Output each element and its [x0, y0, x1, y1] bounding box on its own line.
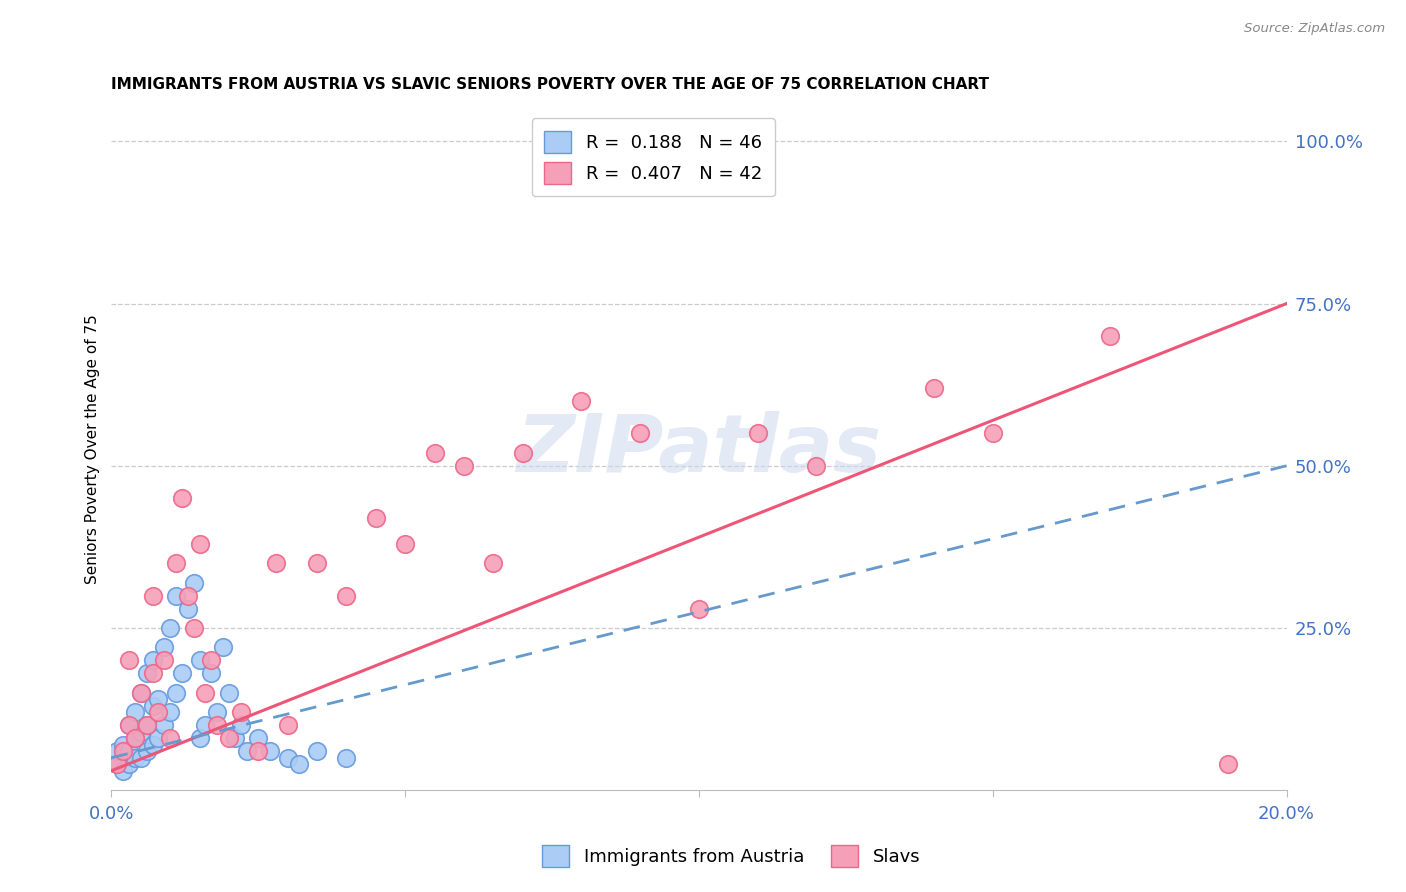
Point: [747, 426, 769, 441]
Point: [335, 751, 357, 765]
Point: [112, 744, 135, 758]
Point: [364, 510, 387, 524]
Point: [141, 666, 163, 681]
Point: [124, 731, 146, 746]
Point: [135, 718, 157, 732]
Point: [200, 653, 222, 667]
Point: [423, 446, 446, 460]
Point: [1099, 329, 1122, 343]
Point: [124, 731, 146, 746]
Point: [205, 718, 228, 732]
Point: [135, 744, 157, 758]
Legend: R =  0.188   N = 46, R =  0.407   N = 42: R = 0.188 N = 46, R = 0.407 N = 42: [531, 118, 775, 196]
Point: [148, 692, 170, 706]
Point: [307, 744, 329, 758]
Point: [141, 653, 163, 667]
Point: [129, 724, 152, 739]
Point: [129, 751, 152, 765]
Point: [129, 686, 152, 700]
Point: [105, 744, 128, 758]
Point: [194, 718, 217, 732]
Point: [165, 686, 187, 700]
Text: ZIPatlas: ZIPatlas: [516, 410, 882, 489]
Point: [118, 744, 141, 758]
Point: [159, 731, 181, 746]
Point: [165, 589, 187, 603]
Point: [141, 698, 163, 713]
Point: [922, 381, 945, 395]
Point: [277, 718, 299, 732]
Point: [135, 718, 157, 732]
Point: [288, 757, 311, 772]
Point: [141, 589, 163, 603]
Point: [118, 653, 141, 667]
Point: [194, 686, 217, 700]
Point: [218, 731, 240, 746]
Y-axis label: Seniors Poverty Over the Age of 75: Seniors Poverty Over the Age of 75: [86, 315, 100, 584]
Point: [148, 706, 170, 720]
Point: [571, 393, 593, 408]
Point: [264, 556, 287, 570]
Point: [177, 601, 200, 615]
Point: [118, 718, 141, 732]
Point: [188, 731, 211, 746]
Point: [247, 731, 270, 746]
Point: [188, 653, 211, 667]
Point: [165, 556, 187, 570]
Point: [453, 458, 475, 473]
Point: [183, 621, 205, 635]
Point: [512, 446, 534, 460]
Text: Source: ZipAtlas.com: Source: ZipAtlas.com: [1244, 22, 1385, 36]
Point: [229, 706, 252, 720]
Point: [212, 640, 235, 655]
Point: [124, 751, 146, 765]
Point: [247, 744, 270, 758]
Point: [177, 589, 200, 603]
Point: [981, 426, 1004, 441]
Point: [129, 686, 152, 700]
Legend: Immigrants from Austria, Slavs: Immigrants from Austria, Slavs: [534, 838, 928, 874]
Point: [259, 744, 281, 758]
Point: [112, 738, 135, 752]
Point: [112, 764, 135, 778]
Point: [628, 426, 651, 441]
Point: [688, 601, 710, 615]
Point: [148, 731, 170, 746]
Point: [153, 718, 176, 732]
Point: [118, 757, 141, 772]
Point: [394, 536, 416, 550]
Point: [159, 706, 181, 720]
Point: [1216, 757, 1239, 772]
Point: [482, 556, 505, 570]
Point: [235, 744, 257, 758]
Point: [307, 556, 329, 570]
Point: [335, 589, 357, 603]
Point: [229, 718, 252, 732]
Point: [135, 666, 157, 681]
Point: [105, 757, 128, 772]
Point: [159, 621, 181, 635]
Point: [183, 575, 205, 590]
Point: [141, 738, 163, 752]
Point: [188, 536, 211, 550]
Text: IMMIGRANTS FROM AUSTRIA VS SLAVIC SENIORS POVERTY OVER THE AGE OF 75 CORRELATION: IMMIGRANTS FROM AUSTRIA VS SLAVIC SENIOR…: [111, 78, 990, 93]
Point: [170, 666, 193, 681]
Point: [124, 706, 146, 720]
Point: [218, 686, 240, 700]
Point: [153, 653, 176, 667]
Point: [118, 718, 141, 732]
Point: [105, 757, 128, 772]
Point: [153, 640, 176, 655]
Point: [200, 666, 222, 681]
Point: [205, 706, 228, 720]
Point: [170, 491, 193, 506]
Point: [224, 731, 246, 746]
Point: [277, 751, 299, 765]
Point: [806, 458, 828, 473]
